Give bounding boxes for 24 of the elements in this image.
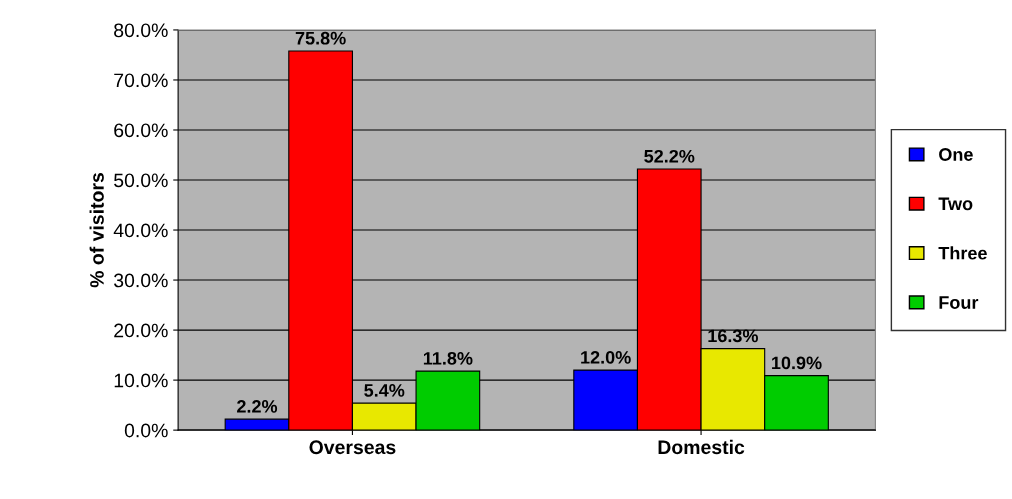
y-tick-label: 0.0% [124, 423, 168, 438]
legend-label: One [939, 148, 973, 161]
y-tick-label: 80.0% [114, 23, 168, 38]
y-tick-label: 70.0% [114, 73, 168, 88]
legend-label: Four [939, 296, 979, 309]
data-label: 10.9% [772, 356, 822, 370]
data-label: 12.0% [581, 350, 631, 364]
y-tick-label: 20.0% [114, 323, 168, 338]
legend-label: Three [938, 246, 987, 260]
data-label: 52.2% [644, 149, 695, 163]
data-label: 75.8% [295, 31, 346, 45]
x-tick-label: Domestic [658, 439, 745, 455]
data-label: 16.3% [708, 329, 758, 343]
y-axis-title: % of visitors [89, 173, 104, 288]
y-tick-label: 40.0% [113, 223, 168, 238]
y-tick-label: 30.0% [114, 273, 168, 288]
data-label: 5.4% [364, 384, 405, 397]
y-tick-label: 50.0% [114, 173, 168, 188]
legend-label: Two [938, 197, 973, 211]
x-tick-label: Overseas [309, 440, 396, 455]
y-tick-label: 10.0% [114, 373, 168, 388]
data-label: 2.2% [237, 400, 278, 413]
data-label: 11.8% [423, 351, 473, 365]
y-tick-label: 60.0% [114, 123, 168, 138]
